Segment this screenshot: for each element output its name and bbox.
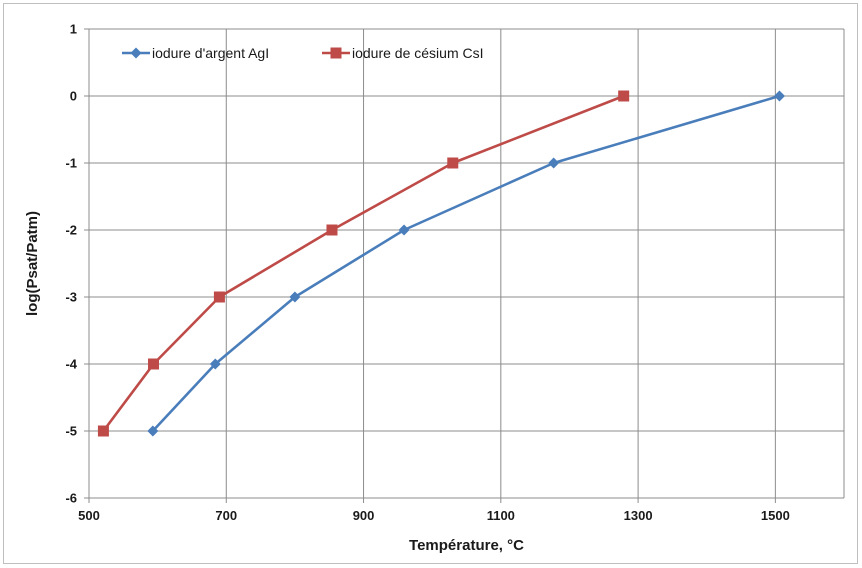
x-tick-label: 900	[353, 508, 375, 523]
x-tick-label: 500	[78, 508, 100, 523]
series-2	[97, 90, 630, 437]
y-tick-label: -2	[65, 223, 77, 238]
line-chart: 500 700 900 1100 1300 1500 1 0 -1 -2 -3 -4 -5 -6 iodu…	[24, 22, 845, 554]
legend-marker	[330, 47, 342, 59]
series-1	[147, 90, 785, 437]
series-line	[102, 94, 625, 432]
y-tick-label: -5	[65, 424, 77, 439]
data-point	[618, 90, 630, 102]
y-tick-label: -1	[65, 156, 77, 171]
data-point	[213, 291, 225, 303]
chart-frame: 500 700 900 1100 1300 1500 1 0 -1 -2 -3 -4 -5 -6 iodu…	[3, 3, 858, 564]
y-axis-title: log(Psat/Patm)	[24, 211, 41, 316]
legend: iodure d'argent AgI iodure de césium CsI	[122, 45, 484, 61]
y-tick-label: -3	[65, 290, 77, 305]
data-point	[548, 157, 560, 169]
data-series	[97, 90, 785, 437]
legend-label: iodure d'argent AgI	[152, 45, 269, 61]
data-point	[209, 358, 221, 370]
legend-label: iodure de césium CsI	[352, 45, 484, 61]
x-tick-label: 1300	[624, 508, 653, 523]
data-point	[147, 425, 159, 437]
legend-item-2: iodure de césium CsI	[322, 45, 484, 61]
x-tick-label: 1100	[487, 508, 515, 523]
y-tick-label: 0	[70, 89, 77, 104]
series-line	[151, 94, 780, 432]
x-axis-title: Température, °C	[409, 537, 524, 554]
data-point	[148, 358, 160, 370]
data-point	[398, 224, 410, 236]
y-tick-label: -4	[65, 357, 77, 372]
data-point	[773, 90, 785, 102]
data-point	[447, 157, 459, 169]
y-tick-label: -6	[65, 491, 77, 506]
x-tick-label: 700	[215, 508, 237, 523]
grid-lines	[89, 28, 845, 498]
y-tick-label: 1	[70, 22, 77, 37]
axes: 500 700 900 1100 1300 1500 1 0 -1 -2 -3 -4 -5 -6	[65, 22, 844, 523]
data-point	[97, 425, 109, 437]
legend-marker	[130, 47, 142, 59]
data-point	[326, 224, 338, 236]
legend-item-1: iodure d'argent AgI	[122, 45, 269, 61]
x-tick-label: 1500	[761, 508, 790, 523]
data-point	[289, 291, 301, 303]
